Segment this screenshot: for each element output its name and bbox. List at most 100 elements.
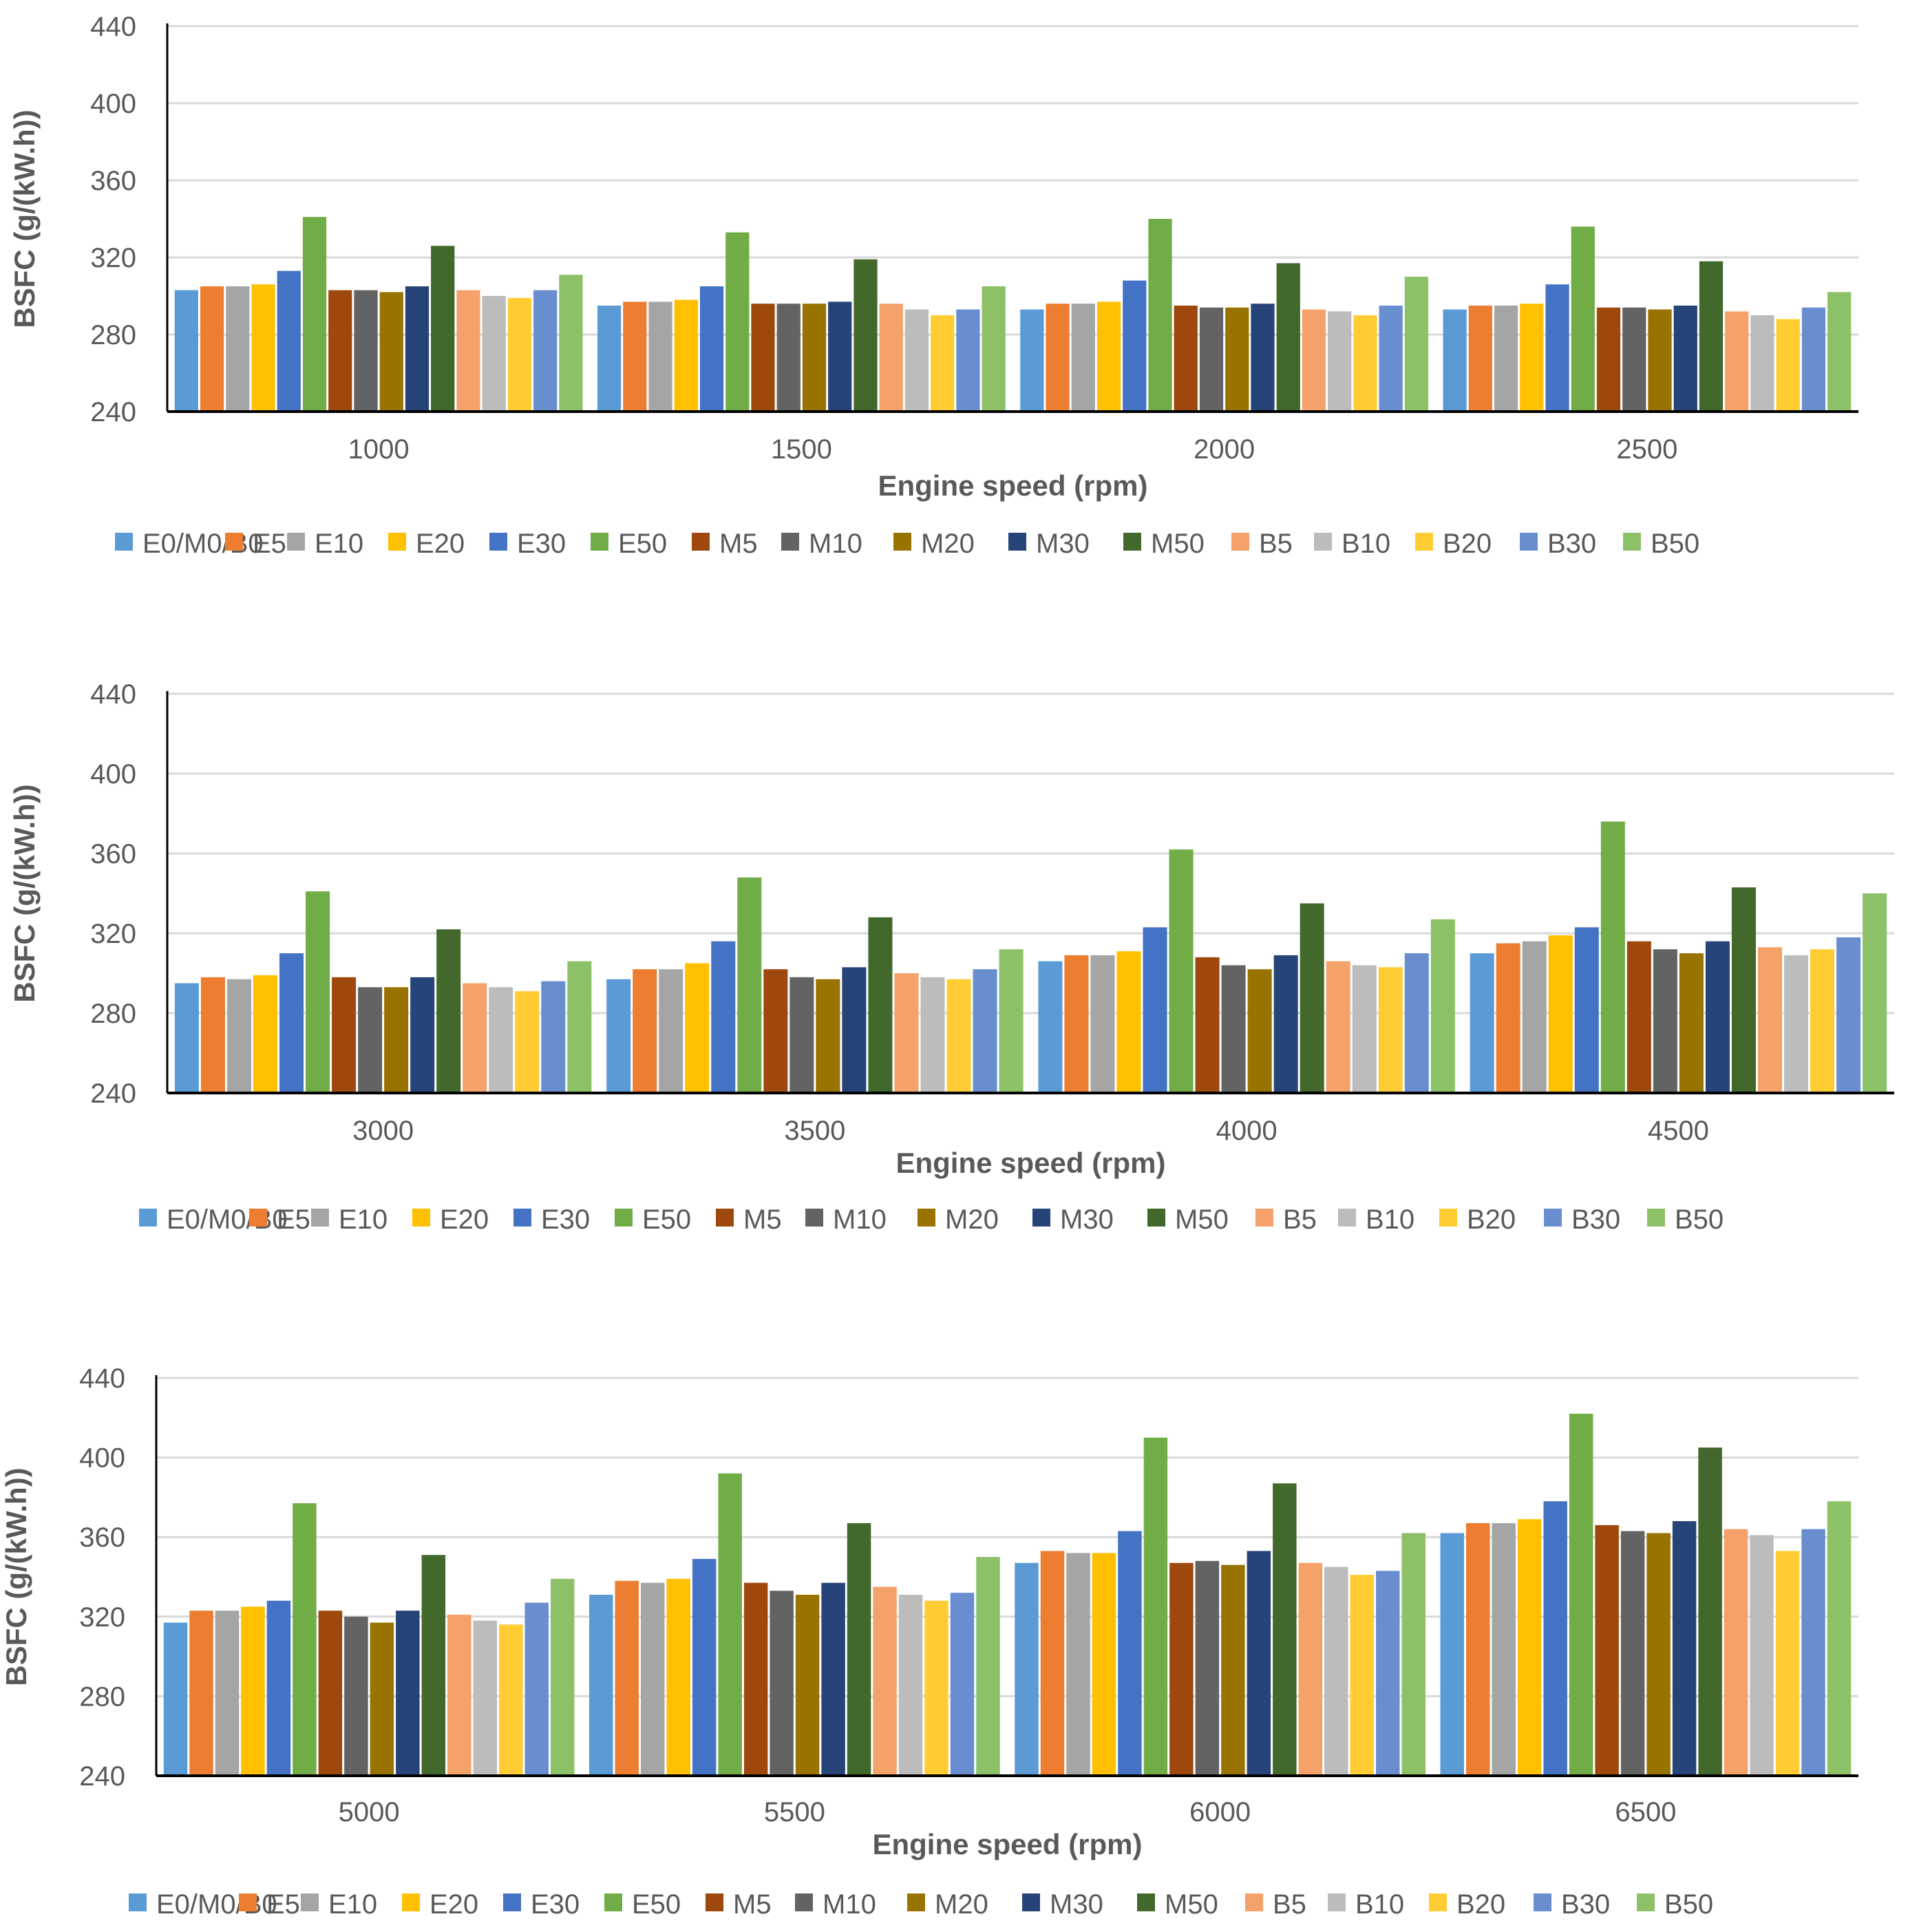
y-tick-label: 400 — [90, 759, 136, 789]
bar-b30-2500 — [1801, 307, 1826, 412]
bar-m20-1500 — [802, 304, 827, 412]
bar-b30-5500 — [950, 1593, 975, 1776]
bar-b10-5000 — [473, 1620, 498, 1776]
legend-label: B50 — [1675, 1204, 1724, 1235]
legend-swatch — [805, 1209, 823, 1227]
bar-b10-1000 — [482, 296, 506, 412]
bar-m50-2000 — [1276, 263, 1300, 412]
y-tick-label: 240 — [90, 397, 136, 427]
bar-e30-6000 — [1118, 1531, 1142, 1776]
y-tick-label: 440 — [79, 1363, 125, 1394]
bar-b5-2500 — [1725, 311, 1749, 412]
bar-m5-6500 — [1595, 1525, 1619, 1776]
bar-e20-4500 — [1548, 935, 1573, 1093]
bar-e0-m0-b0-4000 — [1038, 961, 1063, 1093]
bar-e30-1000 — [277, 270, 301, 412]
bar-b10-5500 — [898, 1595, 923, 1776]
legend-swatch — [1022, 1893, 1040, 1911]
bar-e10-5000 — [215, 1611, 240, 1776]
legend-label: E20 — [440, 1204, 489, 1235]
legend-swatch — [513, 1209, 531, 1227]
legend-label: B30 — [1561, 1889, 1610, 1920]
bar-b5-2000 — [1302, 309, 1326, 412]
bar-e5-3000 — [200, 977, 225, 1093]
bar-b30-1500 — [956, 309, 980, 412]
legend-label: M20 — [921, 529, 975, 559]
legend-label: E50 — [642, 1204, 691, 1235]
legend-label: B50 — [1651, 529, 1699, 559]
legend-label: E10 — [339, 1204, 388, 1235]
bar-e0-m0-b0-3000 — [174, 983, 199, 1093]
legend-swatch — [1415, 533, 1433, 551]
legend-swatch — [311, 1209, 329, 1227]
bar-e20-1000 — [251, 284, 275, 412]
legend-swatch — [287, 533, 305, 551]
legend-swatch — [716, 1209, 734, 1227]
x-tick-label: 6000 — [1189, 1797, 1251, 1827]
bar-m10-5000 — [344, 1616, 368, 1776]
bar-b5-6000 — [1298, 1562, 1323, 1776]
legend-swatch — [1647, 1209, 1665, 1227]
bar-m20-2000 — [1225, 307, 1249, 412]
y-tick-label: 360 — [90, 839, 136, 869]
bar-e10-5500 — [640, 1582, 665, 1776]
bar-e20-4000 — [1116, 951, 1141, 1093]
x-tick-label: 5000 — [339, 1797, 400, 1827]
bar-m10-2000 — [1199, 307, 1224, 412]
legend-label: E10 — [315, 529, 363, 559]
bar-m30-1000 — [405, 286, 430, 412]
bar-b30-3000 — [541, 981, 566, 1093]
bar-m5-1000 — [328, 290, 352, 412]
bar-m20-4500 — [1679, 953, 1704, 1093]
bar-m30-5000 — [396, 1611, 420, 1776]
bar-b5-3500 — [894, 973, 919, 1093]
bar-e0-m0-b0-3500 — [606, 979, 631, 1093]
bar-e50-3500 — [737, 877, 762, 1093]
bar-m30-1500 — [828, 301, 852, 412]
bar-e50-5500 — [718, 1473, 742, 1776]
bar-b50-3000 — [567, 961, 592, 1093]
bar-e20-6500 — [1517, 1519, 1542, 1776]
bar-b50-6000 — [1401, 1533, 1425, 1776]
bar-e10-3000 — [226, 979, 251, 1093]
bar-b5-4000 — [1326, 961, 1350, 1093]
y-tick-label: 320 — [79, 1602, 125, 1633]
bar-m30-6000 — [1247, 1551, 1271, 1776]
legend-swatch — [1439, 1209, 1457, 1227]
legend-label: E0/M0/B0 — [156, 1889, 277, 1920]
x-tick-label: 4500 — [1648, 1116, 1709, 1146]
bar-e0-m0-b0-6000 — [1015, 1562, 1039, 1776]
legend-label: M5 — [733, 1889, 772, 1920]
bar-e10-2000 — [1071, 304, 1095, 412]
legend-label: M50 — [1165, 1889, 1218, 1920]
bar-b20-4000 — [1378, 967, 1403, 1093]
bsfc-chart-1: 240 280 320 360 400 440 1000 1500 2000 2500 Engine… — [8, 12, 1858, 559]
legend-swatch — [918, 1209, 935, 1227]
bar-e50-5000 — [293, 1503, 317, 1776]
bar-e5-4000 — [1064, 955, 1089, 1093]
bar-m30-5500 — [821, 1582, 845, 1776]
bar-e20-2000 — [1096, 301, 1121, 412]
bar-e50-3000 — [306, 891, 330, 1093]
legend-label: B5 — [1273, 1889, 1306, 1920]
bar-b10-4000 — [1352, 965, 1377, 1093]
bar-b20-6500 — [1775, 1551, 1800, 1776]
bar-m50-2500 — [1699, 261, 1724, 412]
legend-label: E10 — [328, 1889, 377, 1920]
legend-swatch — [503, 1893, 521, 1911]
bar-e30-4000 — [1143, 927, 1167, 1093]
x-tick-label: 5500 — [764, 1797, 825, 1827]
legend-swatch — [115, 533, 133, 551]
bar-b50-3500 — [999, 949, 1024, 1093]
legend-label: E30 — [541, 1204, 590, 1235]
bar-m20-3000 — [384, 987, 409, 1093]
legend-label: M30 — [1060, 1204, 1114, 1235]
bar-m50-4000 — [1300, 903, 1324, 1093]
bar-e30-4500 — [1574, 927, 1599, 1093]
bar-b50-4500 — [1863, 893, 1887, 1093]
y-tick-label: 400 — [90, 89, 136, 119]
bar-b10-3500 — [920, 977, 945, 1093]
y-axis-title: BSFC (g/(kW.h)) — [0, 1467, 32, 1686]
legend-label: B50 — [1664, 1889, 1713, 1920]
